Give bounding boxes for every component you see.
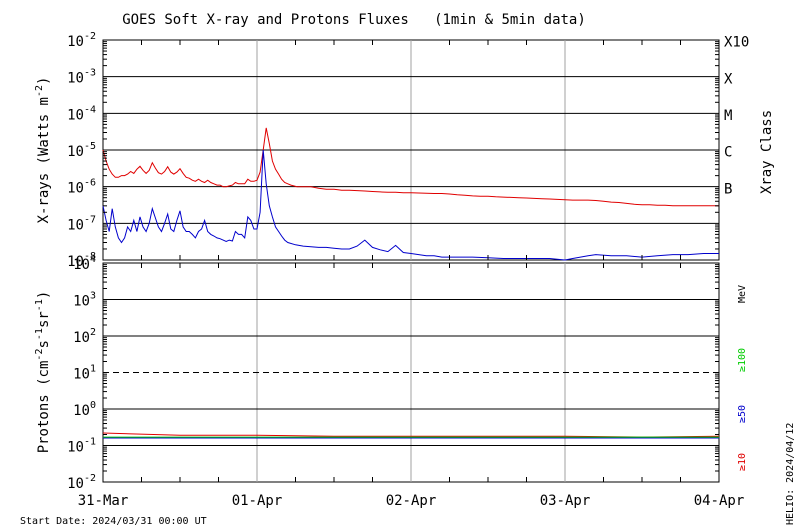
xray-class-label: X xyxy=(724,71,733,87)
y-tick-exp: 2 xyxy=(90,327,96,338)
xray-y-axis-label-close: ) xyxy=(36,77,52,85)
y-tick-label: 10-6 xyxy=(67,178,96,197)
y-tick-label: 10-5 xyxy=(67,141,96,160)
proton-y-axis-label: Protons (cm-2s-1sr-1) xyxy=(34,291,52,454)
energy-label: ≥100 xyxy=(737,348,748,372)
energy-label: ≥10 xyxy=(737,453,748,471)
proton-y-label-part: -2 xyxy=(34,349,45,361)
y-tick-exp: -7 xyxy=(84,214,96,225)
y-tick-base: 10 xyxy=(73,294,90,310)
y-tick-label: 102 xyxy=(73,327,96,346)
series-line-0 xyxy=(102,127,719,207)
y-tick-exp: -8 xyxy=(84,251,96,262)
series-line-1 xyxy=(102,149,719,261)
y-tick-base: 10 xyxy=(67,107,84,123)
x-tick-label: 31-Mar xyxy=(78,493,129,509)
proton-y-label-part: -1 xyxy=(34,299,45,311)
y-tick-label: 100 xyxy=(73,400,96,419)
y-tick-exp: -3 xyxy=(84,68,96,79)
y-tick-base: 10 xyxy=(67,254,84,270)
y-tick-base: 10 xyxy=(67,476,84,492)
y-tick-base: 10 xyxy=(67,71,84,87)
x-tick-label: 03-Apr xyxy=(540,493,591,509)
proton-grid xyxy=(103,263,719,482)
proton-y-label-part: -1 xyxy=(34,328,45,340)
x-axis-labels: 31-Mar 01-Apr 02-Apr 03-Apr 04-Apr xyxy=(78,40,745,509)
y-tick-exp: -5 xyxy=(84,141,96,152)
y-tick-base: 10 xyxy=(73,257,90,273)
y-tick-label: 104 xyxy=(73,254,96,273)
xray-class-label: C xyxy=(724,145,732,161)
y-tick-base: 10 xyxy=(67,34,84,50)
y-tick-base: 10 xyxy=(73,403,90,419)
y-tick-base: 10 xyxy=(73,330,90,346)
xray-class-axis-label: Xray Class xyxy=(759,110,775,194)
y-tick-base: 10 xyxy=(73,367,90,383)
y-tick-label: 10-2 xyxy=(67,473,96,492)
y-tick-base: 10 xyxy=(67,217,84,233)
xray-series xyxy=(102,127,719,261)
xray-y-ticks: 10-210-310-410-510-610-710-8 xyxy=(67,31,719,270)
y-tick-exp: -1 xyxy=(84,437,96,448)
y-tick-exp: -2 xyxy=(84,473,96,484)
xray-class-label: B xyxy=(724,181,732,197)
chart-title: GOES Soft X-ray and Protons Fluxes (1min… xyxy=(122,12,586,28)
y-tick-exp: -6 xyxy=(84,178,96,189)
x-tick-label: 01-Apr xyxy=(232,493,283,509)
xray-class-labels: X10 X M C B xyxy=(724,35,749,198)
xray-y-axis-label-exp: -2 xyxy=(34,85,45,97)
energy-labels: MeV ≥100 ≥50 ≥10 xyxy=(737,285,748,471)
y-tick-base: 10 xyxy=(67,440,84,456)
start-date-label: Start Date: 2024/03/31 00:00 UT xyxy=(20,516,207,527)
energy-unit-label: MeV xyxy=(737,285,748,303)
proton-series xyxy=(102,432,720,439)
y-tick-label: 103 xyxy=(73,291,96,310)
y-tick-label: 10-3 xyxy=(67,68,96,87)
proton-y-axis-label-text: Protons (cm-2s-1sr-1) xyxy=(34,291,52,454)
y-tick-label: 10-1 xyxy=(67,437,96,456)
xray-grid xyxy=(103,40,719,260)
y-tick-exp: 0 xyxy=(90,400,96,411)
energy-label: ≥50 xyxy=(737,405,748,423)
xray-class-label: M xyxy=(724,108,732,124)
proton-y-label-part: ) xyxy=(36,291,52,299)
y-tick-label: 10-7 xyxy=(67,214,96,233)
x-tick-label: 04-Apr xyxy=(694,493,745,509)
y-tick-label: 10-4 xyxy=(67,104,96,123)
y-tick-label: 101 xyxy=(73,364,96,383)
proton-y-label-part: sr xyxy=(36,311,52,328)
xray-y-axis-label: X-rays (Watts m-2) xyxy=(34,77,52,224)
y-tick-base: 10 xyxy=(67,181,84,197)
y-tick-exp: -4 xyxy=(84,104,96,115)
x-tick-label: 02-Apr xyxy=(386,493,437,509)
y-tick-label: 10-2 xyxy=(67,31,96,50)
credit-label: HELIO: 2024/04/12 xyxy=(785,423,796,525)
y-tick-exp: 4 xyxy=(90,254,96,265)
y-tick-base: 10 xyxy=(67,144,84,160)
xray-class-label: X10 xyxy=(724,35,749,51)
proton-y-label-part: Protons (cm xyxy=(36,361,52,454)
y-tick-label: 10-8 xyxy=(67,251,96,270)
y-tick-exp: -2 xyxy=(84,31,96,42)
y-tick-exp: 3 xyxy=(90,291,96,302)
y-tick-exp: 1 xyxy=(90,364,96,375)
proton-y-label-part: s xyxy=(36,340,52,348)
xray-y-axis-label-text: X-rays (Watts m xyxy=(36,97,52,223)
